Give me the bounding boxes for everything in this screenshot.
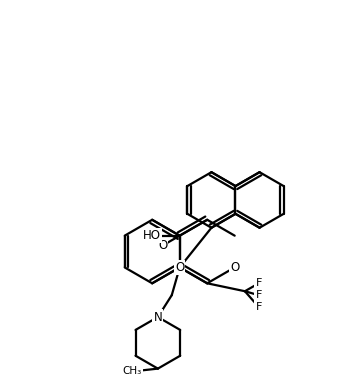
Text: F: F xyxy=(256,290,262,300)
Text: F: F xyxy=(256,302,262,312)
Text: O: O xyxy=(175,261,184,274)
Text: N: N xyxy=(154,310,162,324)
Text: O: O xyxy=(158,239,167,252)
Text: CH₃: CH₃ xyxy=(122,365,142,376)
Text: N: N xyxy=(154,310,162,324)
Text: F: F xyxy=(256,278,262,288)
Text: HO: HO xyxy=(143,229,161,242)
Text: O: O xyxy=(230,261,239,274)
